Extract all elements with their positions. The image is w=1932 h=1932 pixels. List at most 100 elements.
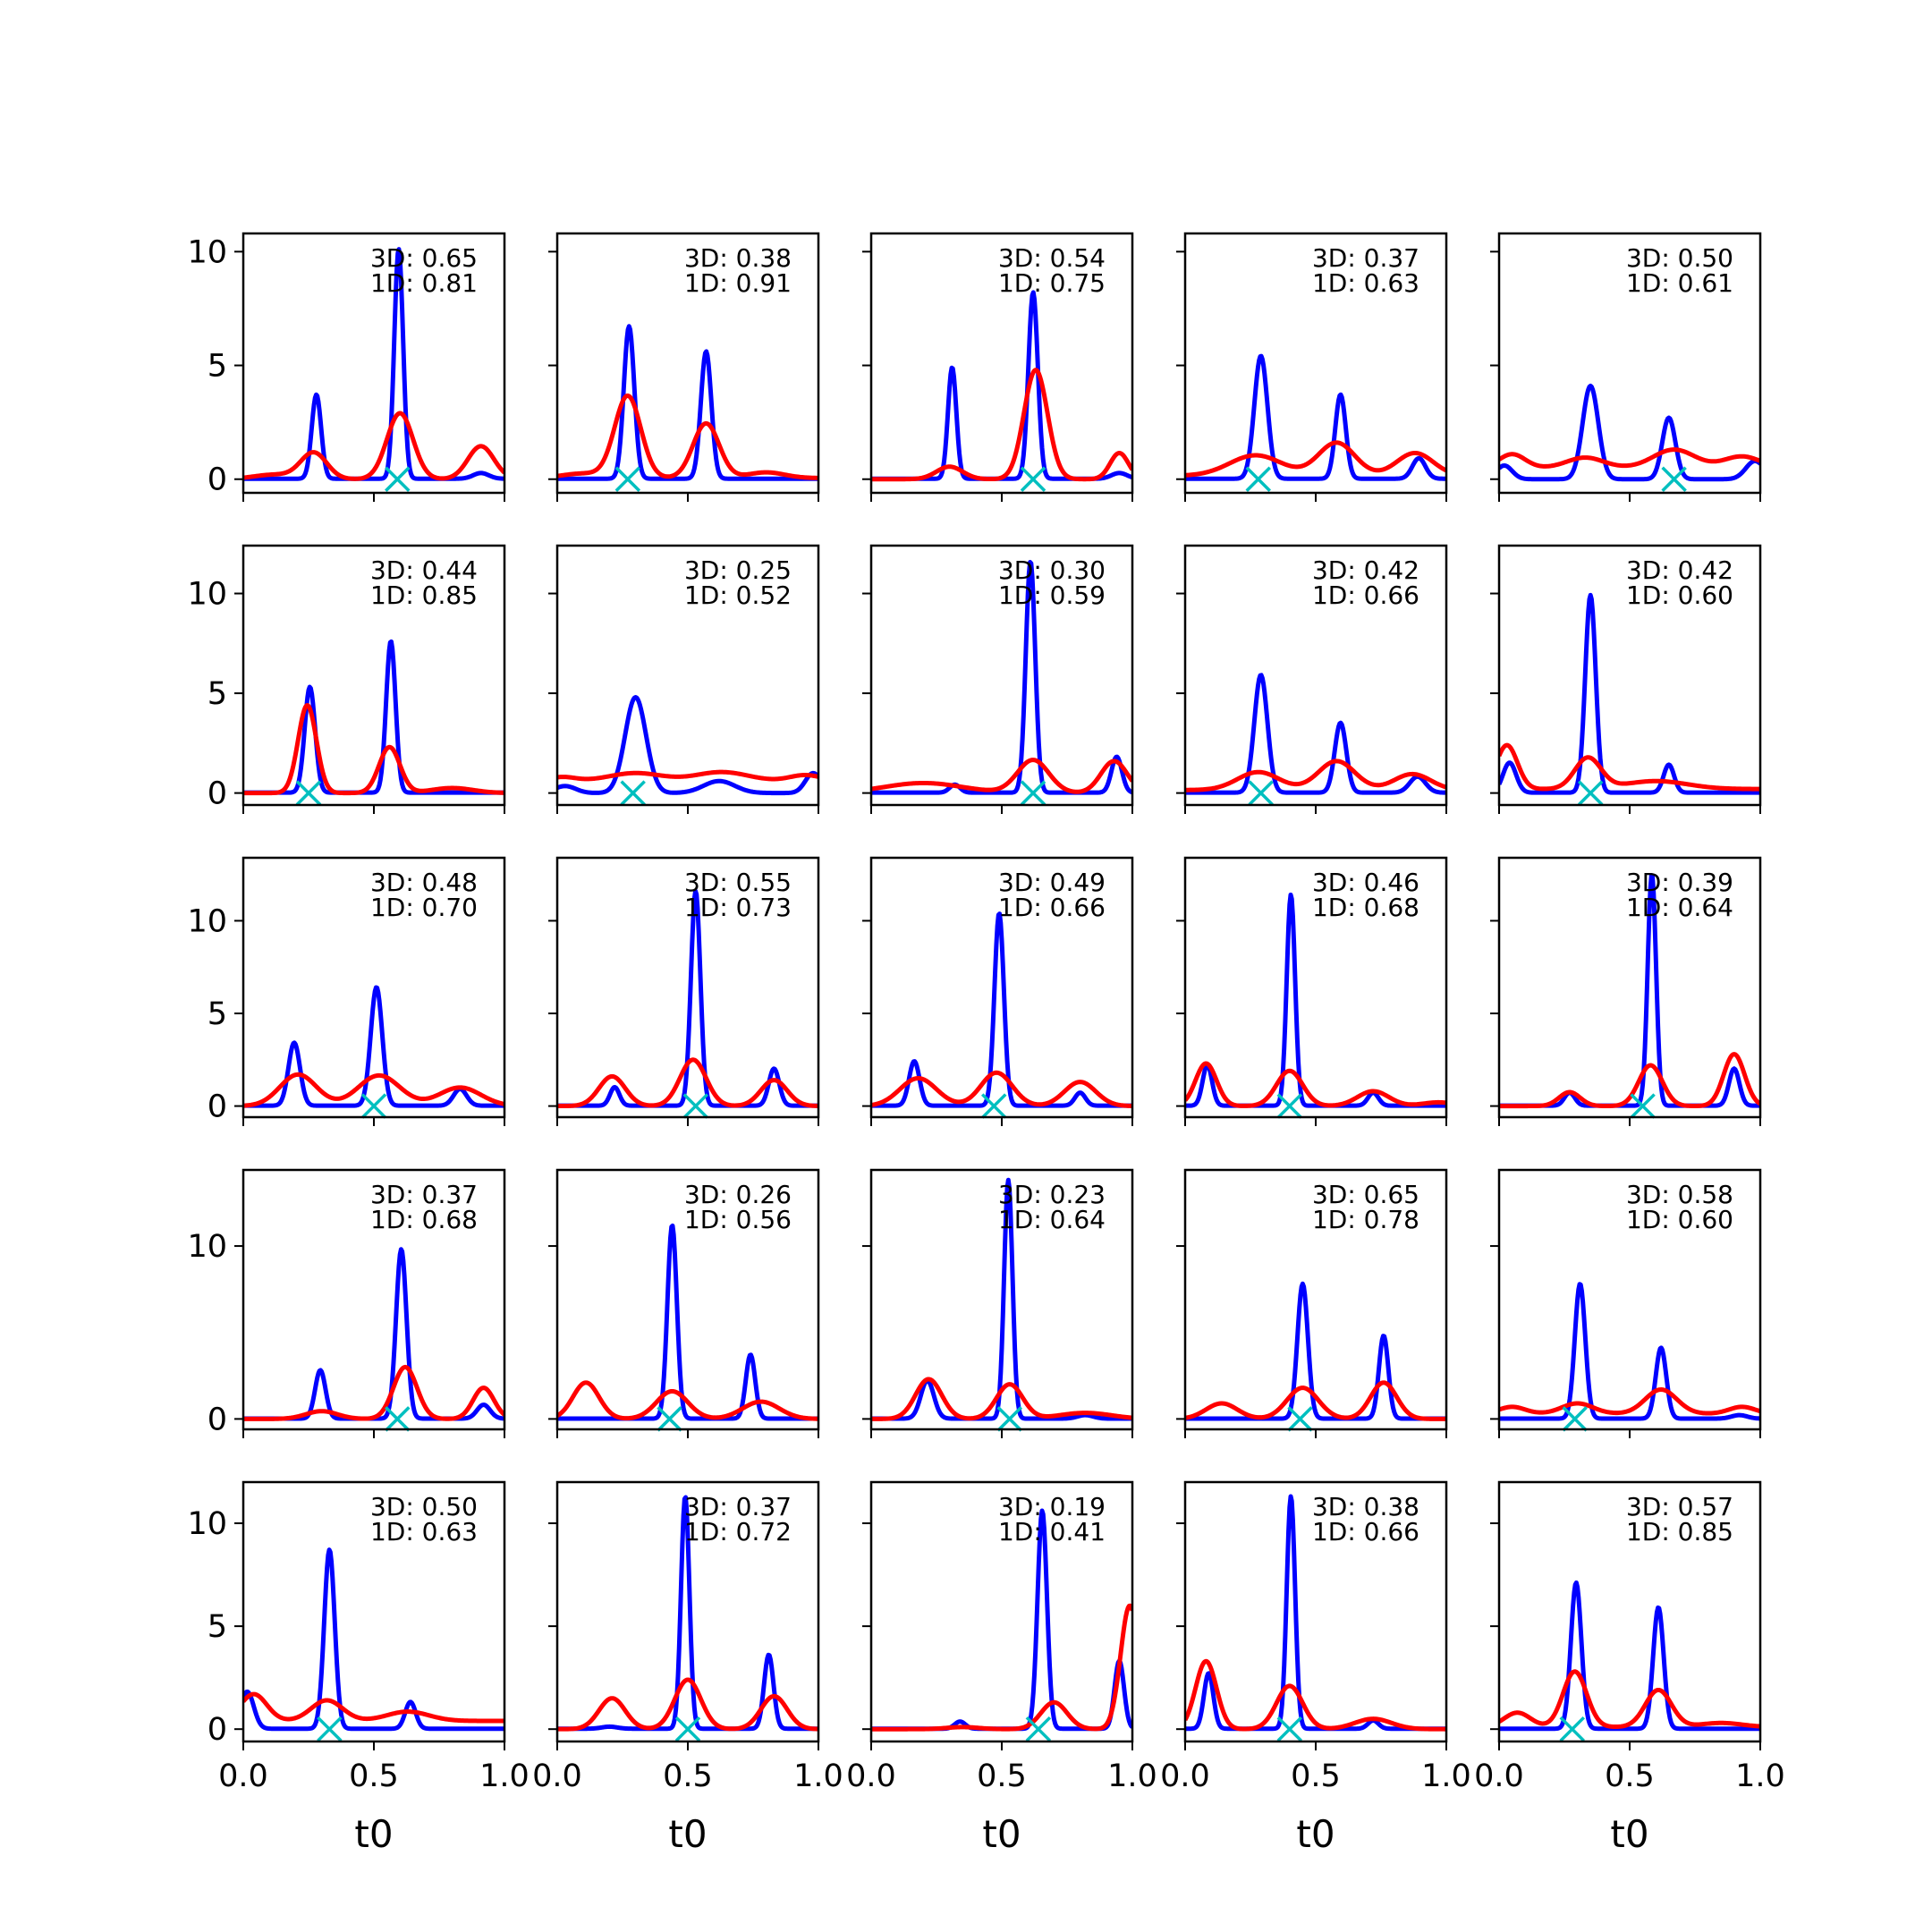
score-1d-label: 1D: 0.63 <box>1312 268 1419 298</box>
true-t0-marker <box>1025 1716 1052 1742</box>
score-3d-label: 3D: 0.42 <box>1312 555 1419 585</box>
score-3d-label: 3D: 0.48 <box>370 868 478 897</box>
true-t0-marker <box>1020 466 1046 492</box>
true-t0-marker <box>1276 1093 1303 1119</box>
true-t0-marker <box>317 1716 343 1742</box>
score-1d-label: 1D: 0.64 <box>998 1205 1106 1234</box>
true-t0-marker <box>620 780 646 806</box>
score-1d-label: 1D: 0.66 <box>998 893 1106 922</box>
series-1d-line <box>871 368 1132 482</box>
x-tick-label: 0.5 <box>977 1758 1027 1794</box>
score-1d-label: 1D: 0.85 <box>1626 1517 1733 1546</box>
series-1d-line <box>871 758 1132 794</box>
score-1d-label: 1D: 0.66 <box>1312 1517 1419 1546</box>
series-1d-line <box>557 769 818 782</box>
series-1d-line <box>1499 1669 1760 1730</box>
score-1d-label: 1D: 0.52 <box>684 580 792 610</box>
x-tick-label: 0.5 <box>663 1758 713 1794</box>
true-t0-marker <box>295 780 322 806</box>
series-3d-line <box>1185 353 1446 481</box>
series-3d-line <box>1185 1494 1446 1732</box>
score-1d-label: 1D: 0.59 <box>998 580 1106 610</box>
series-3d-line <box>1499 383 1760 482</box>
true-t0-marker <box>1661 466 1687 492</box>
true-t0-marker <box>1562 1406 1588 1432</box>
series-1d-line <box>1499 1052 1760 1109</box>
series-1d-line <box>243 702 504 796</box>
score-1d-label: 1D: 0.75 <box>998 268 1106 298</box>
score-1d-label: 1D: 0.41 <box>998 1517 1106 1546</box>
score-3d-label: 3D: 0.37 <box>1312 243 1419 273</box>
y-tick-label: 10 <box>187 577 227 613</box>
score-1d-label: 1D: 0.68 <box>370 1205 478 1234</box>
score-3d-label: 3D: 0.39 <box>1626 868 1733 897</box>
true-t0-marker <box>385 466 411 492</box>
x-tick-label: 0.0 <box>846 1758 896 1794</box>
series-1d-line <box>557 1380 818 1421</box>
y-tick-label: 10 <box>187 903 227 939</box>
score-1d-label: 1D: 0.78 <box>1312 1205 1419 1234</box>
series-3d-line <box>557 1223 818 1421</box>
score-3d-label: 3D: 0.65 <box>370 243 478 273</box>
score-3d-label: 3D: 0.44 <box>370 555 478 585</box>
score-3d-label: 3D: 0.37 <box>684 1492 792 1521</box>
series-3d-line <box>1185 673 1446 795</box>
series-3d-line <box>243 639 504 795</box>
true-t0-marker <box>1276 1716 1303 1742</box>
y-tick-label: 10 <box>187 1506 227 1542</box>
x-axis-label: t0 <box>982 1812 1021 1856</box>
x-tick-label: 0.0 <box>1160 1758 1210 1794</box>
series-1d-line <box>557 393 818 480</box>
y-tick-label: 0 <box>208 1402 227 1437</box>
series-1d-line <box>557 1057 818 1109</box>
x-tick-label: 0.5 <box>349 1758 399 1794</box>
score-1d-label: 1D: 0.73 <box>684 893 792 922</box>
series-1d-line <box>1499 1387 1760 1416</box>
y-tick-label: 10 <box>187 1229 227 1265</box>
score-1d-label: 1D: 0.66 <box>1312 580 1419 610</box>
score-3d-label: 3D: 0.54 <box>998 243 1106 273</box>
x-axis-label: t0 <box>354 1812 393 1856</box>
x-tick-label: 0.5 <box>1605 1758 1655 1794</box>
true-t0-marker <box>674 1716 701 1742</box>
series-3d-line <box>871 290 1132 481</box>
true-t0-marker <box>1245 466 1271 492</box>
x-axis-label: t0 <box>1610 1812 1648 1856</box>
x-tick-label: 0.0 <box>532 1758 582 1794</box>
true-t0-marker <box>657 1406 682 1432</box>
series-3d-line <box>871 560 1132 795</box>
series-3d-line <box>557 888 818 1108</box>
true-t0-marker <box>1020 780 1046 806</box>
score-3d-label: 3D: 0.57 <box>1626 1492 1733 1521</box>
score-1d-label: 1D: 0.64 <box>1626 893 1733 922</box>
series-1d-line <box>243 1691 504 1724</box>
series-1d-line <box>243 411 504 481</box>
true-t0-marker <box>614 466 641 492</box>
score-1d-label: 1D: 0.63 <box>370 1517 478 1546</box>
series-1d-line <box>871 1603 1132 1732</box>
x-tick-label: 0.0 <box>1474 1758 1524 1794</box>
series-1d-line <box>243 1364 504 1421</box>
series-1d-line <box>1185 758 1446 792</box>
y-tick-label: 0 <box>208 1089 227 1125</box>
series-1d-line <box>1185 1380 1446 1421</box>
series-3d-line <box>1499 1580 1760 1732</box>
series-1d-line <box>1185 1061 1446 1108</box>
score-1d-label: 1D: 0.70 <box>370 893 478 922</box>
score-1d-label: 1D: 0.60 <box>1626 580 1733 610</box>
series-3d-line <box>871 1177 1132 1421</box>
score-1d-label: 1D: 0.91 <box>684 268 792 298</box>
true-t0-marker <box>682 1093 708 1119</box>
